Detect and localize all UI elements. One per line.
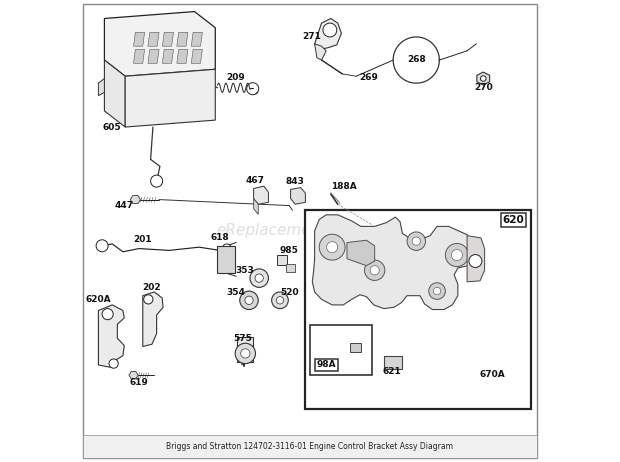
Text: 447: 447	[115, 201, 134, 210]
Polygon shape	[477, 72, 490, 85]
Circle shape	[327, 242, 338, 253]
FancyBboxPatch shape	[277, 255, 287, 265]
Circle shape	[235, 343, 255, 364]
Polygon shape	[104, 60, 125, 127]
Circle shape	[451, 249, 463, 261]
Circle shape	[445, 243, 469, 267]
Circle shape	[245, 296, 253, 304]
Text: 620: 620	[502, 215, 524, 225]
Text: 202: 202	[143, 283, 161, 292]
FancyBboxPatch shape	[82, 435, 538, 458]
Circle shape	[323, 23, 337, 37]
Polygon shape	[162, 49, 174, 63]
Polygon shape	[143, 292, 163, 346]
Polygon shape	[133, 49, 144, 63]
Text: 354: 354	[227, 288, 246, 297]
Circle shape	[365, 260, 385, 280]
Text: 271: 271	[302, 31, 321, 41]
Circle shape	[370, 266, 379, 275]
Text: 269: 269	[360, 73, 379, 82]
Circle shape	[144, 295, 153, 304]
FancyBboxPatch shape	[310, 325, 373, 375]
FancyBboxPatch shape	[306, 210, 531, 409]
FancyBboxPatch shape	[216, 246, 235, 273]
Text: eReplacementParts.com: eReplacementParts.com	[216, 224, 404, 238]
Circle shape	[469, 255, 482, 267]
FancyBboxPatch shape	[350, 343, 361, 352]
Circle shape	[272, 292, 288, 309]
Polygon shape	[125, 69, 215, 127]
FancyBboxPatch shape	[384, 356, 402, 369]
Text: 268: 268	[407, 55, 426, 64]
Polygon shape	[467, 236, 485, 282]
Polygon shape	[129, 371, 138, 379]
Circle shape	[240, 291, 259, 310]
Text: 619: 619	[130, 378, 149, 387]
Polygon shape	[104, 12, 215, 76]
FancyBboxPatch shape	[82, 4, 538, 458]
Text: 201: 201	[133, 235, 152, 244]
Circle shape	[96, 240, 108, 252]
Polygon shape	[314, 18, 342, 49]
Text: 520: 520	[280, 288, 298, 297]
Polygon shape	[130, 195, 141, 204]
Circle shape	[412, 237, 420, 245]
Text: 270: 270	[474, 83, 493, 92]
Text: 188A: 188A	[331, 182, 356, 191]
Text: Briggs and Stratton 124702-3116-01 Engine Control Bracket Assy Diagram: Briggs and Stratton 124702-3116-01 Engin…	[167, 442, 453, 451]
Polygon shape	[99, 305, 124, 367]
Polygon shape	[254, 199, 259, 214]
Circle shape	[151, 175, 162, 187]
Polygon shape	[191, 32, 202, 46]
Polygon shape	[162, 32, 174, 46]
Polygon shape	[148, 32, 159, 46]
Text: 467: 467	[246, 176, 265, 185]
Circle shape	[407, 232, 425, 250]
Circle shape	[109, 359, 118, 368]
Text: 985: 985	[280, 246, 298, 255]
Polygon shape	[99, 79, 104, 96]
Text: 575: 575	[234, 334, 252, 343]
Circle shape	[102, 309, 113, 320]
Circle shape	[222, 244, 231, 253]
Polygon shape	[312, 215, 476, 310]
Polygon shape	[291, 188, 306, 204]
Text: 618: 618	[211, 233, 229, 242]
Polygon shape	[347, 240, 374, 266]
Polygon shape	[191, 49, 202, 63]
Polygon shape	[177, 32, 188, 46]
Polygon shape	[254, 186, 268, 204]
Circle shape	[277, 297, 284, 304]
Polygon shape	[133, 32, 144, 46]
Circle shape	[250, 269, 268, 287]
FancyBboxPatch shape	[286, 264, 294, 272]
Text: 620A: 620A	[86, 295, 111, 304]
Text: 98A: 98A	[316, 360, 336, 370]
Text: 605: 605	[103, 122, 122, 132]
Circle shape	[255, 274, 264, 282]
Polygon shape	[314, 44, 326, 60]
Circle shape	[429, 283, 445, 299]
Text: 209: 209	[226, 73, 244, 82]
FancyBboxPatch shape	[237, 337, 254, 362]
Circle shape	[433, 287, 441, 295]
Circle shape	[241, 349, 250, 358]
Polygon shape	[177, 49, 188, 63]
Circle shape	[319, 234, 345, 260]
Circle shape	[480, 76, 486, 81]
Text: 353: 353	[235, 266, 254, 275]
Text: 843: 843	[286, 176, 304, 186]
Polygon shape	[148, 49, 159, 63]
Text: 621: 621	[383, 367, 402, 376]
Text: 670A: 670A	[480, 370, 505, 379]
